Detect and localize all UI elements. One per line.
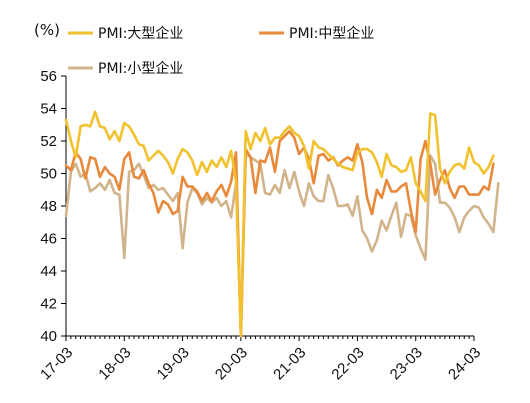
legend: PMI:大型企业 PMI:中型企业 PMI:小型企业	[68, 25, 374, 77]
series-line-0	[64, 110, 495, 338]
y-tick-label: 40	[40, 328, 57, 345]
y-tick-label: 42	[40, 296, 57, 313]
y-unit-label: (%)	[34, 21, 60, 39]
y-tick-label: 54	[40, 101, 57, 118]
legend-label-1: PMI:中型企业	[289, 25, 374, 42]
x-tick-label: 21-03	[270, 344, 309, 383]
x-tick-label: 17-03	[37, 344, 76, 383]
y-tick-label: 52	[40, 133, 57, 150]
legend-label-2: PMI:小型企业	[98, 60, 183, 77]
y-tick-label: 46	[40, 231, 57, 248]
plot-area	[64, 110, 500, 338]
y-tick-label: 56	[40, 68, 57, 85]
x-axis: 17-03 18-03 19-03 20-03 21-03 22-03 23-03 24-03	[37, 335, 484, 383]
y-axis: 40 42 44 46 48 50 52 54 56	[40, 68, 67, 345]
y-tick-label: 48	[40, 198, 57, 215]
x-tick-label: 24-03	[445, 344, 484, 383]
x-tick-label: 23-03	[387, 344, 426, 383]
x-tick-label: 22-03	[328, 344, 367, 383]
y-tick-label: 44	[40, 263, 57, 280]
y-tick-label: 50	[40, 166, 57, 183]
legend-label-0: PMI:大型企业	[98, 25, 183, 42]
series-line-1	[64, 129, 495, 338]
x-tick-label: 18-03	[95, 344, 134, 383]
series-line-2	[64, 152, 500, 338]
x-tick-label: 19-03	[154, 344, 193, 383]
x-tick-label: 20-03	[212, 344, 251, 383]
